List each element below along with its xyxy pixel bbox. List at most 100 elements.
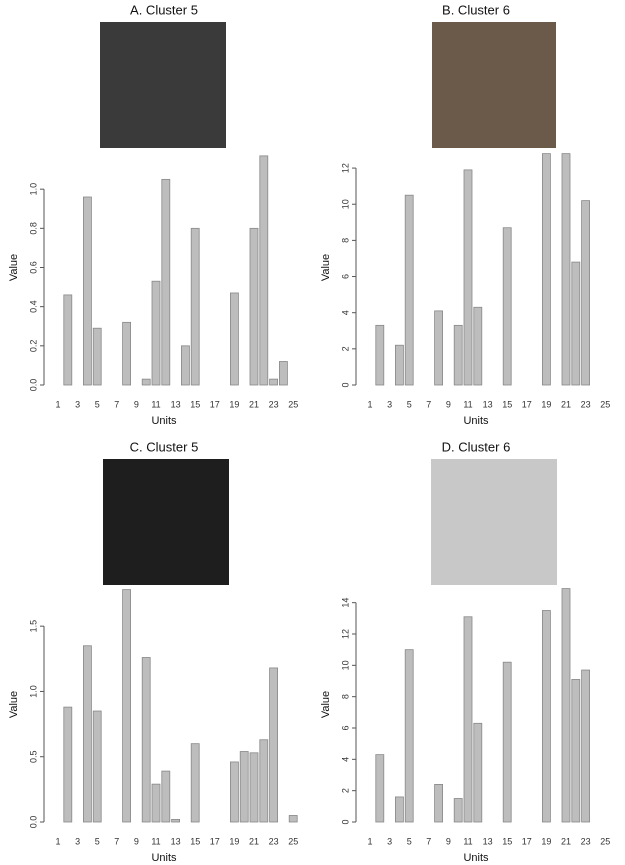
y-tick-label: 1.0 xyxy=(28,183,38,196)
x-axis-label: Units xyxy=(151,852,177,864)
bar xyxy=(289,815,297,822)
bar xyxy=(395,345,403,385)
chart-title: D. Cluster 6 xyxy=(442,439,511,454)
y-tick-label: 4 xyxy=(340,757,350,762)
bar xyxy=(562,589,570,822)
face-photo xyxy=(103,459,229,585)
y-tick-label: 14 xyxy=(340,598,350,608)
x-tick-label: 19 xyxy=(541,836,551,846)
x-tick-label: 23 xyxy=(581,399,591,409)
x-tick-label: 17 xyxy=(522,836,532,846)
x-tick-label: 1 xyxy=(55,836,60,846)
bar xyxy=(93,711,101,822)
bar xyxy=(405,195,413,385)
x-tick-label: 11 xyxy=(151,836,160,846)
x-tick-label: 17 xyxy=(522,399,532,409)
x-tick-label: 17 xyxy=(210,399,220,409)
y-tick-label: 0.6 xyxy=(28,261,38,274)
y-tick-label: 0.0 xyxy=(28,816,38,829)
x-tick-label: 21 xyxy=(249,836,259,846)
y-tick-label: 0 xyxy=(340,382,350,387)
x-tick-label: 21 xyxy=(561,399,571,409)
x-tick-label: 25 xyxy=(288,836,298,846)
x-tick-label: 15 xyxy=(190,836,200,846)
bar xyxy=(123,590,131,822)
x-tick-label: 25 xyxy=(600,836,610,846)
x-tick-label: 23 xyxy=(269,836,279,846)
x-tick-label: 3 xyxy=(387,836,392,846)
x-tick-label: 13 xyxy=(483,399,493,409)
bar xyxy=(405,650,413,822)
bar xyxy=(64,295,72,385)
y-tick-label: 6 xyxy=(340,725,350,730)
bar xyxy=(260,156,268,385)
x-tick-label: 25 xyxy=(288,399,298,409)
bar xyxy=(542,611,550,823)
y-axis-label: Value xyxy=(8,691,20,718)
bar xyxy=(123,322,131,385)
bar xyxy=(172,819,180,822)
bar xyxy=(474,723,482,822)
bar xyxy=(250,228,258,385)
bar xyxy=(542,154,550,385)
x-tick-label: 13 xyxy=(171,399,181,409)
chart-title: B. Cluster 6 xyxy=(442,2,510,17)
bar xyxy=(395,797,403,822)
x-tick-label: 13 xyxy=(171,836,181,846)
bar xyxy=(240,752,248,823)
y-tick-label: 2 xyxy=(340,788,350,793)
bar xyxy=(162,771,170,822)
x-tick-label: 15 xyxy=(502,836,512,846)
bar xyxy=(93,328,101,385)
x-axis-label: Units xyxy=(151,415,177,427)
x-tick-label: 21 xyxy=(561,836,571,846)
bar xyxy=(464,170,472,385)
y-tick-label: 1.5 xyxy=(28,620,38,633)
bar xyxy=(230,762,238,822)
x-tick-label: 15 xyxy=(190,399,200,409)
bar xyxy=(435,311,443,385)
x-axis-label: Units xyxy=(463,415,489,427)
x-tick-label: 11 xyxy=(151,399,160,409)
y-tick-label: 12 xyxy=(340,163,350,173)
y-tick-label: 1.0 xyxy=(28,685,38,698)
x-tick-label: 1 xyxy=(55,399,60,409)
y-tick-label: 0 xyxy=(340,819,350,824)
bar xyxy=(474,307,482,385)
bar xyxy=(279,362,287,386)
x-tick-label: 9 xyxy=(134,836,139,846)
x-tick-label: 5 xyxy=(407,399,412,409)
x-tick-label: 19 xyxy=(229,399,239,409)
bar xyxy=(270,379,278,385)
bar xyxy=(582,670,590,822)
bar xyxy=(230,293,238,385)
x-tick-label: 5 xyxy=(407,836,412,846)
bar xyxy=(376,755,384,822)
x-tick-label: 9 xyxy=(446,836,451,846)
bar xyxy=(582,201,590,385)
bar xyxy=(181,346,189,385)
y-tick-label: 8 xyxy=(340,238,350,243)
bar xyxy=(572,262,580,385)
bar xyxy=(454,325,462,385)
bar xyxy=(83,197,91,385)
y-tick-label: 2 xyxy=(340,346,350,351)
face-photo xyxy=(431,459,557,585)
bar xyxy=(270,668,278,822)
bar xyxy=(142,379,150,385)
bar xyxy=(435,784,443,822)
y-tick-label: 12 xyxy=(340,629,350,639)
bar xyxy=(464,617,472,822)
bar xyxy=(572,679,580,822)
bar xyxy=(83,646,91,822)
y-tick-label: 4 xyxy=(340,310,350,315)
bar xyxy=(562,154,570,385)
x-tick-label: 1 xyxy=(367,836,372,846)
x-tick-label: 21 xyxy=(249,399,259,409)
y-tick-label: 0.0 xyxy=(28,379,38,392)
y-tick-label: 10 xyxy=(340,660,350,670)
x-tick-label: 9 xyxy=(134,399,139,409)
x-tick-label: 13 xyxy=(483,836,493,846)
x-tick-label: 3 xyxy=(387,399,392,409)
x-tick-label: 7 xyxy=(426,836,431,846)
